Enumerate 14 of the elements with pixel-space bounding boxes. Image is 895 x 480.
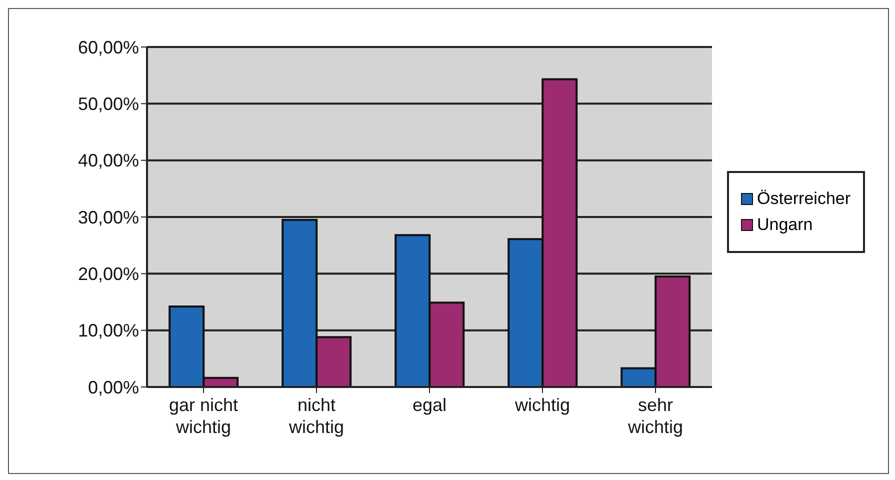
x-tick-label: sehr wichtig (626, 395, 684, 437)
y-tick-label: 20,00% (78, 264, 139, 284)
x-tick-label: gar nicht wichtig (168, 395, 238, 437)
y-tick-label: 10,00% (78, 320, 139, 341)
y-tick-label: 40,00% (78, 150, 139, 171)
legend-label: Ungarn (757, 215, 813, 235)
y-tick-label: 30,00% (78, 207, 139, 228)
legend-label: Österreicher (757, 189, 851, 209)
x-tick-label: egal (412, 395, 447, 415)
x-tick-label: wichtig (514, 395, 570, 415)
y-tick-label: 50,00% (78, 94, 139, 114)
y-tick-label: 0,00% (88, 377, 139, 398)
x-tick-label: nicht wichtig (288, 395, 344, 437)
y-tick-label: 60,00% (78, 37, 139, 58)
